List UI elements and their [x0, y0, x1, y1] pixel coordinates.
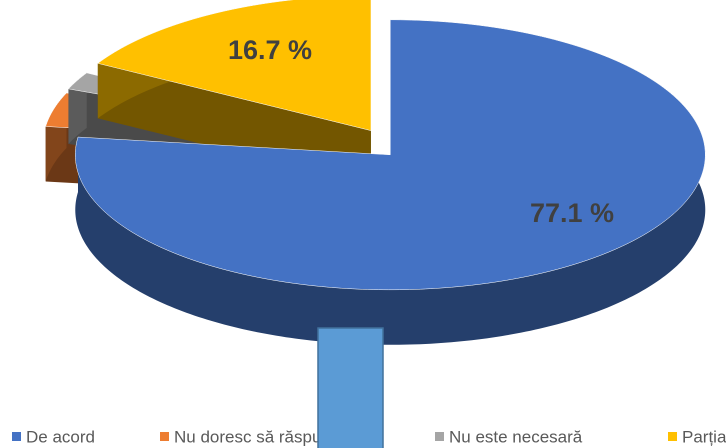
legend-text: Nu doresc să răspund	[174, 427, 340, 446]
pie-slice-group	[75, 19, 706, 345]
legend-swatch	[668, 432, 677, 441]
legend-swatch	[160, 432, 169, 441]
legend-text: De acord	[26, 427, 95, 446]
pie-slice	[97, 0, 372, 131]
pie-slice	[75, 19, 706, 291]
legend-text: Nu este necesară	[449, 427, 583, 446]
legend-text: Parțial	[682, 427, 726, 446]
legend-swatch	[435, 432, 444, 441]
legend-swatch	[12, 432, 21, 441]
value-label: 16.7 %	[228, 35, 312, 65]
value-label: 77.1 %	[530, 198, 614, 228]
overlay-block	[317, 327, 384, 448]
